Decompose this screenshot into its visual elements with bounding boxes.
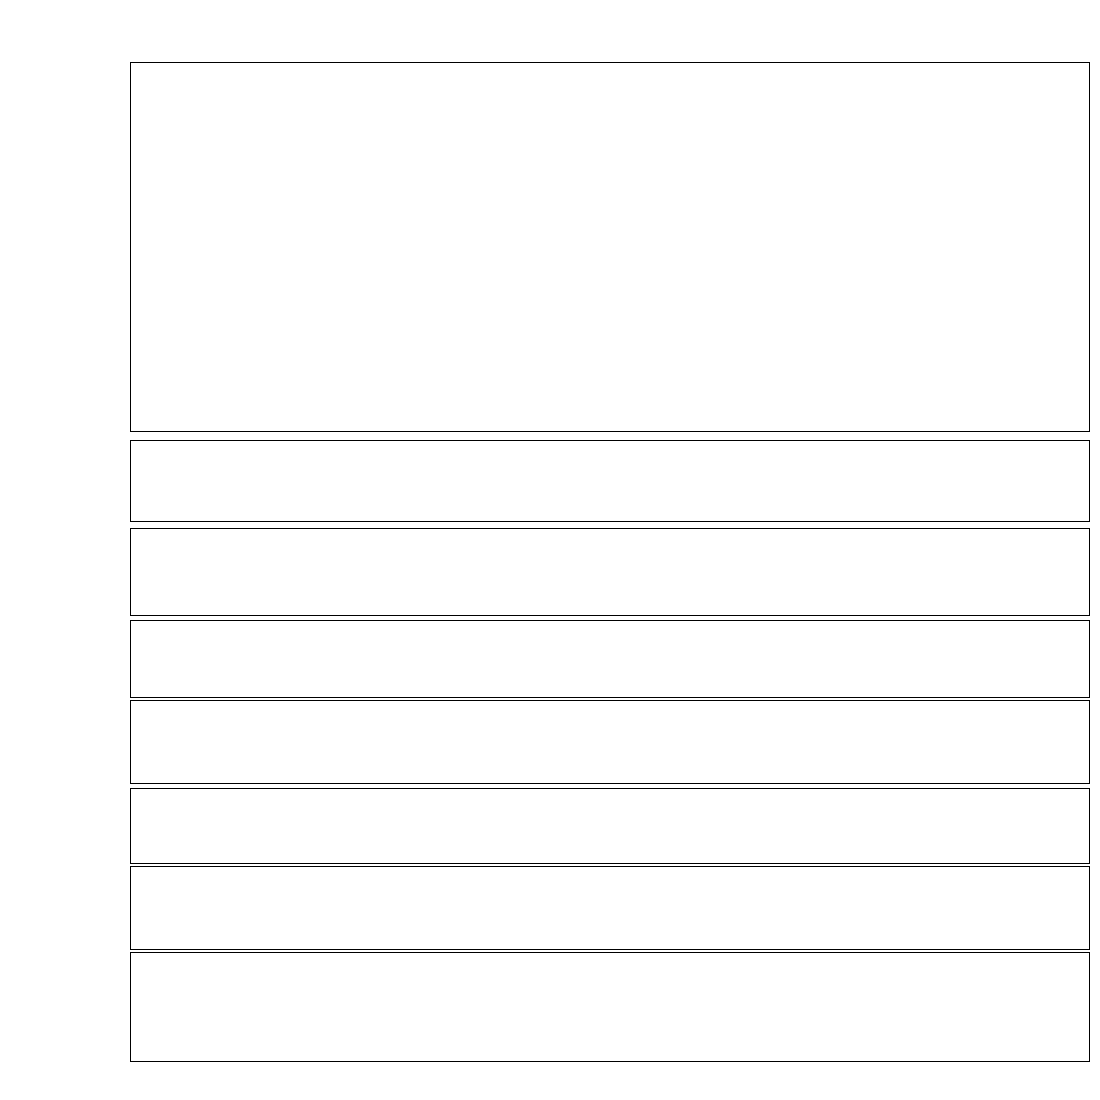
panel-3hr-precip[interactable]: [130, 952, 1090, 1062]
panel-2m-rh[interactable]: [130, 788, 1090, 864]
panel-10m-wind[interactable]: [130, 620, 1090, 698]
panel-slp-thickness[interactable]: [130, 440, 1090, 522]
panel-cape-lifted-index[interactable]: [130, 528, 1090, 616]
panel-cloud-cover[interactable]: [130, 866, 1090, 950]
panel-upper-air[interactable]: [130, 62, 1090, 432]
panel-2m-temperature[interactable]: [130, 700, 1090, 784]
